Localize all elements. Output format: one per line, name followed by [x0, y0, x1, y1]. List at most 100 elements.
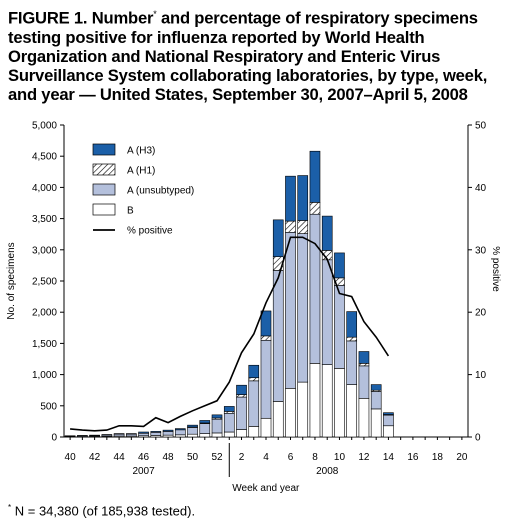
- bar-segment-b: [187, 433, 198, 438]
- x-tick-label: 20: [456, 452, 468, 463]
- bar-segment-a-h3: [285, 175, 296, 222]
- bar-segment-a-unsubtyped: [248, 380, 260, 427]
- y-tick-label: 3,500: [32, 214, 57, 225]
- bar-segment-a-unsubtyped: [260, 339, 272, 419]
- year-label-2007: 2007: [132, 466, 155, 477]
- bar-segment-a-h1: [346, 336, 358, 342]
- bar-segment-b: [358, 398, 370, 438]
- bar-segment-a-h3: [187, 424, 198, 428]
- bar-segment-a-unsubtyped: [236, 396, 247, 430]
- percent-positive-line: [70, 236, 390, 432]
- bar-segment-a-unsubtyped: [187, 427, 198, 435]
- y2-tick-label: 30: [475, 245, 487, 256]
- y2-tick-label: 20: [475, 308, 487, 319]
- x-tick-label: 2: [239, 452, 245, 463]
- figure-title-text-cont: and percentage of respiratory specimens …: [8, 8, 488, 104]
- bar-segment-a-h3: [199, 420, 211, 424]
- bar-segment-b: [370, 408, 382, 438]
- bar-segment-a-h3: [358, 351, 370, 364]
- x-tick-label: 52: [211, 452, 223, 463]
- bar-segment-b: [383, 425, 394, 438]
- y-axis-title: No. of specimens: [6, 242, 17, 319]
- chart-legend: A (H3) A (H1) A (unsubtyped) B % positive: [92, 143, 194, 237]
- bar-segment-a-h1: [285, 220, 296, 233]
- y-tick-label: 2,000: [32, 308, 57, 319]
- bar-segment-a-h3: [174, 428, 186, 431]
- y-tick-label: 4,500: [32, 152, 57, 163]
- bar-segment-a-unsubtyped: [309, 213, 321, 364]
- y-tick-label: 500: [40, 401, 57, 412]
- bar-segment-a-unsubtyped: [211, 418, 223, 434]
- x-tick-label: 10: [334, 452, 346, 463]
- bar-segment-a-unsubtyped: [383, 414, 394, 427]
- bar-segment-a-h3: [236, 384, 247, 395]
- bar-segment-a-h3: [383, 412, 394, 415]
- footnote-text: N = 34,380 (of 185,938 tested).: [11, 503, 196, 519]
- bar-segment-b: [309, 363, 321, 438]
- bar-segment-a-unsubtyped: [150, 432, 162, 436]
- bar-segment-a-unsubtyped: [223, 412, 235, 433]
- bar-segment-b: [199, 433, 211, 438]
- bar-segment-a-h3: [223, 406, 235, 412]
- bar-segment-b: [297, 381, 309, 438]
- x-tick-label: 14: [383, 452, 395, 463]
- bar-segment-a-unsubtyped: [358, 365, 370, 399]
- bar-segment-b: [236, 429, 247, 438]
- bar-segment-a-h3: [272, 219, 284, 257]
- legend-label: A (unsubtyped): [127, 186, 194, 197]
- bar-segment-a-h1: [297, 220, 309, 234]
- x-tick-label: 44: [114, 452, 126, 463]
- bar-segment-a-h3: [126, 433, 137, 435]
- y2-tick-label: 10: [475, 370, 487, 381]
- bar-segment-a-h3: [211, 414, 223, 419]
- footnote-mark: *: [8, 503, 12, 512]
- bar-segment-a-unsubtyped: [285, 232, 296, 389]
- legend-label: B: [127, 206, 134, 217]
- bar-segment-a-unsubtyped: [272, 270, 284, 402]
- x-tick-label: 4: [263, 452, 269, 463]
- bar-segment-a-h3: [248, 364, 260, 379]
- legend-swatch: [92, 183, 116, 196]
- legend-swatch: [92, 143, 116, 156]
- bar-segment-a-unsubtyped: [370, 391, 382, 410]
- bar-segment-a-h3: [309, 150, 321, 203]
- bar-segment-a-unsubtyped: [174, 429, 186, 436]
- legend-label: A (H3): [127, 146, 155, 157]
- legend-swatch: [92, 163, 116, 176]
- bar-segment-a-h3: [334, 252, 345, 279]
- bar-segment-b: [346, 384, 358, 438]
- y-tick-label: 0: [51, 433, 57, 444]
- bar-segment-a-unsubtyped: [138, 432, 149, 437]
- y-tick-label: 1,000: [32, 370, 57, 381]
- bar-segment-a-unsubtyped: [321, 259, 333, 365]
- bar-segment-a-unsubtyped: [346, 340, 358, 385]
- year-label-2008: 2008: [316, 466, 339, 477]
- y2-tick-label: 50: [475, 121, 487, 132]
- y2-tick-label: 0: [475, 433, 481, 444]
- bar-segment-a-h3: [89, 434, 100, 436]
- legend-label: % positive: [127, 226, 173, 237]
- bar-segment-a-unsubtyped: [199, 423, 211, 434]
- bar-segment-a-h3: [150, 431, 162, 433]
- bar-segment-a-unsubtyped: [334, 285, 345, 369]
- bar-segment-a-h3: [138, 431, 149, 434]
- bar-segment-a-h1: [248, 377, 260, 382]
- y-tick-label: 3,000: [32, 245, 57, 256]
- bar-segment-a-h3: [370, 384, 382, 391]
- bar-segment-b: [211, 432, 223, 438]
- x-tick-label: 46: [138, 452, 150, 463]
- influenza-chart: 05001,0001,5002,0002,5003,0003,5004,0004…: [6, 121, 501, 495]
- x-tick-label: 42: [89, 452, 101, 463]
- bar-segment-b: [248, 426, 260, 438]
- bar-segment-b: [223, 431, 235, 438]
- y-tick-label: 5,000: [32, 121, 57, 132]
- x-tick-label: 12: [358, 452, 370, 463]
- bar-segment-a-h3: [77, 435, 88, 437]
- bar-segment-a-h1: [309, 202, 321, 215]
- bar-segment-a-h3: [113, 433, 125, 435]
- x-tick-label: 40: [65, 452, 77, 463]
- y2-axis-title: % positive: [490, 246, 501, 292]
- x-tick-label: 8: [312, 452, 318, 463]
- bar-segment-a-h3: [162, 429, 174, 432]
- bar-segment-a-h3: [321, 215, 333, 251]
